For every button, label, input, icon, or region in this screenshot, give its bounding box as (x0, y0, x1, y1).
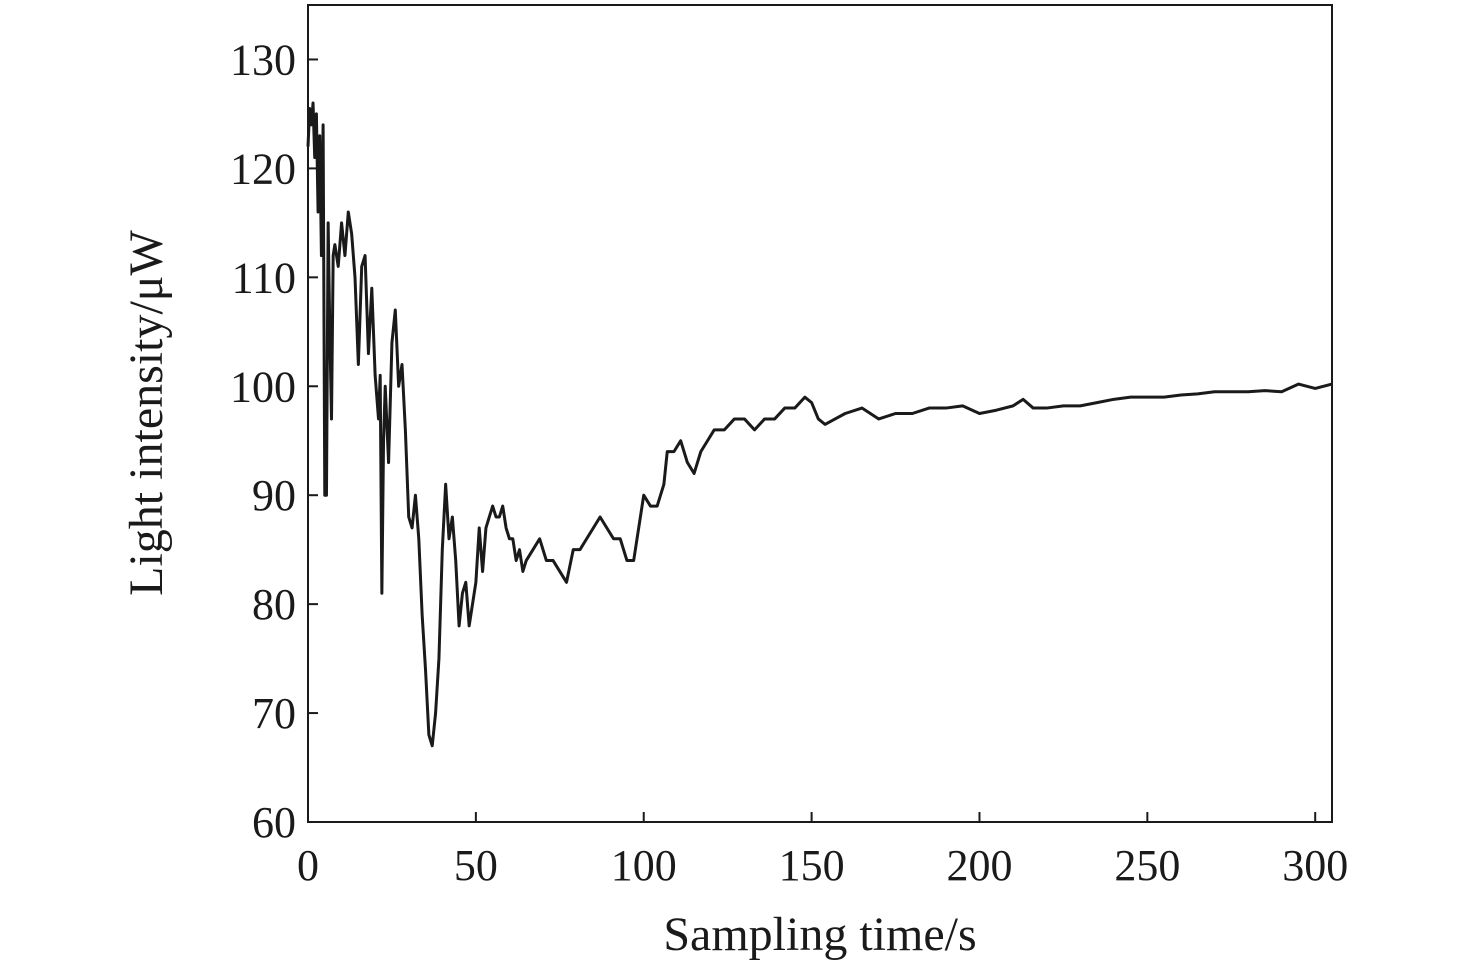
x-tick-label: 200 (946, 841, 1012, 890)
x-axis-label: Sampling time/s (663, 908, 976, 961)
y-tick-label: 90 (252, 471, 296, 520)
x-tick-label: 50 (454, 841, 498, 890)
y-tick-label: 70 (252, 689, 296, 738)
y-tick-label: 100 (230, 362, 296, 411)
data-line (306, 101, 1333, 748)
x-tick-label: 300 (1282, 841, 1348, 890)
x-tick-label: 250 (1114, 841, 1180, 890)
x-tick-label: 100 (611, 841, 677, 890)
y-tick-label: 120 (230, 144, 296, 193)
plot-frame (307, 4, 1333, 823)
x-tick-label: 0 (297, 841, 319, 890)
y-axis-label: Light intensity/μW (120, 229, 173, 595)
y-tick-label: 60 (252, 798, 296, 847)
y-tick-label: 80 (252, 580, 296, 629)
y-tick-label: 130 (230, 35, 296, 84)
y-tick-label: 110 (232, 253, 296, 302)
x-tick-label: 150 (779, 841, 845, 890)
